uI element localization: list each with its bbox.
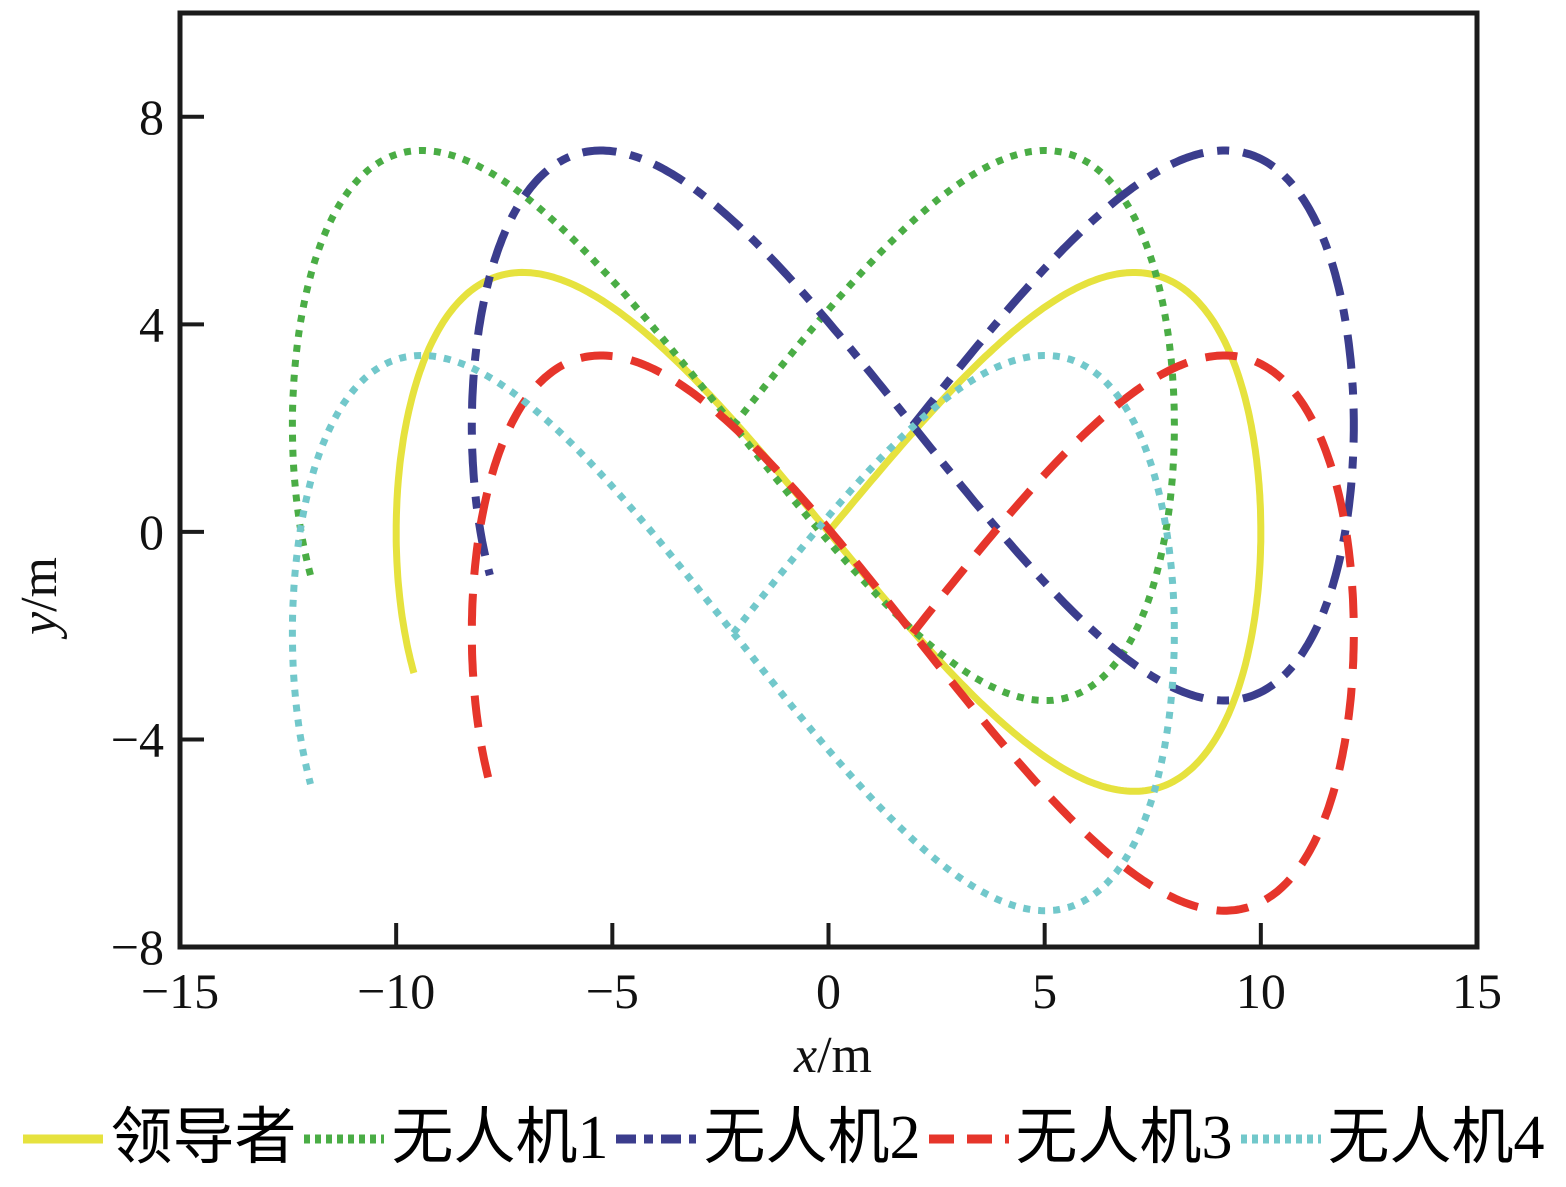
- y-axis-label-variable: y: [11, 611, 68, 640]
- y-tick-label: −4: [111, 711, 164, 767]
- legend-item-uav3: 无人机3: [927, 1106, 1233, 1171]
- legend-swatch-uav1: [304, 1134, 385, 1144]
- legend-swatch-uav4: [1240, 1134, 1321, 1144]
- y-tick-label: 0: [139, 504, 164, 560]
- legend: 领导者 无人机1 无人机2 无人机3 无人机4: [0, 1096, 1566, 1182]
- x-tick-label: −15: [141, 963, 219, 1019]
- x-tick-label: 15: [1452, 963, 1502, 1019]
- legend-item-uav2: 无人机2: [614, 1104, 921, 1173]
- trajectory-uav2: [467, 146, 1358, 705]
- axes-ticks: −15 −10 −5 0 5 10 15 −8 −4 0 4 8: [111, 89, 1502, 1019]
- x-axis-label-unit: /m: [817, 1027, 872, 1084]
- legend-item-uav4: 无人机4: [1239, 1106, 1545, 1171]
- x-tick-label: 5: [1032, 963, 1057, 1019]
- y-axis-label: y/m: [11, 557, 68, 640]
- legend-item-leader: 领导者: [21, 1106, 296, 1171]
- x-tick-label: −5: [586, 963, 639, 1019]
- x-axis-label-variable: x: [793, 1027, 817, 1084]
- trajectory-uav3: [467, 351, 1358, 915]
- legend-label-uav2: 无人机2: [703, 1104, 921, 1173]
- x-axis-label: x/m: [793, 1027, 872, 1084]
- curves-layer: [288, 146, 1358, 915]
- y-tick-label: 4: [139, 296, 164, 352]
- plot-border: [177, 10, 1480, 950]
- x-tick-label: −10: [357, 963, 435, 1019]
- trajectory-uav4: [288, 352, 1178, 915]
- y-tick-label: 8: [139, 89, 164, 145]
- legend-swatch-leader: [23, 1134, 104, 1144]
- legend-label-uav3: 无人机3: [1015, 1104, 1233, 1173]
- x-tick-label: 10: [1236, 963, 1286, 1019]
- x-tick-label: 0: [816, 963, 841, 1019]
- trajectory-uav1: [288, 147, 1178, 704]
- legend-item-uav1: 无人机1: [302, 1106, 608, 1171]
- legend-swatch-uav2: [616, 1134, 697, 1144]
- trajectory-leader: [392, 268, 1265, 795]
- legend-label-uav1: 无人机1: [391, 1104, 609, 1173]
- y-axis-label-unit: /m: [11, 557, 68, 612]
- legend-label-leader: 领导者: [110, 1104, 297, 1173]
- y-tick-label: −8: [111, 919, 164, 975]
- trajectory-plot: −15 −10 −5 0 5 10 15 −8 −4 0 4 8 x/m y/m: [11, 10, 1502, 1084]
- legend-label-uav4: 无人机4: [1327, 1104, 1545, 1173]
- legend-swatch-uav3: [928, 1134, 1009, 1144]
